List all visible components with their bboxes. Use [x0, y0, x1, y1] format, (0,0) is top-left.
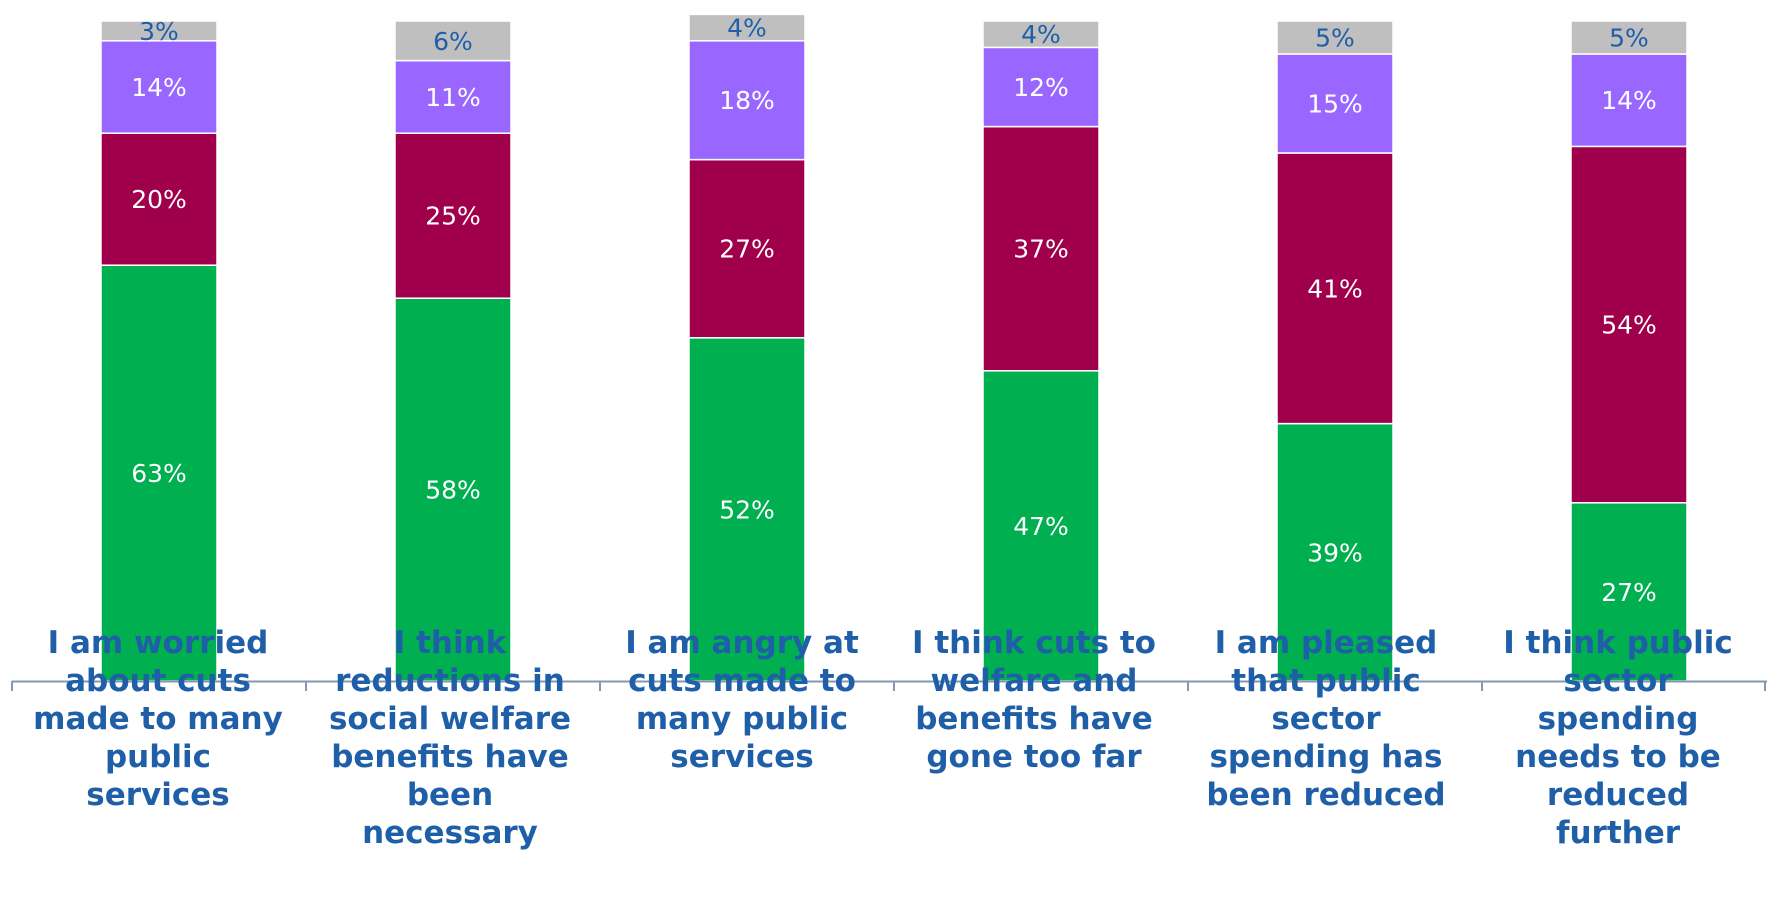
data-label-agree-2: 25%	[425, 202, 481, 231]
category-label-angry-cuts: I am angry at cuts made to many public s…	[625, 625, 859, 775]
data-label-dont-know-6: 5%	[1609, 24, 1649, 53]
data-label-agree-6: 54%	[1601, 311, 1657, 340]
bar-segment-agree-strongly-5	[1276, 422, 1394, 682]
data-label-dont-know-1: 3%	[139, 17, 179, 46]
data-label-agree-5: 41%	[1307, 274, 1363, 303]
data-label-agree-4: 37%	[1013, 235, 1069, 264]
category-label-cuts-too-far: I think cuts to welfare and benefits hav…	[912, 625, 1156, 775]
bar-segment-dont-know-5	[1276, 20, 1394, 55]
data-label-disagree-2: 11%	[425, 83, 481, 112]
bar-segment-agree-strongly-2	[394, 297, 512, 682]
bar-segment-disagree-4	[982, 46, 1100, 128]
bar-segment-dont-know-6	[1570, 20, 1688, 55]
bar-segment-disagree-5	[1276, 53, 1394, 154]
data-label-dont-know-2: 6%	[433, 27, 473, 56]
data-label-disagree-1: 14%	[131, 73, 187, 102]
data-label-dont-know-5: 5%	[1315, 24, 1355, 53]
category-label-reductions-necessary: I think reductions in social welfare ben…	[328, 625, 572, 851]
data-label-disagree-4: 12%	[1013, 73, 1069, 102]
data-label-agree-strongly-6: 27%	[1601, 578, 1657, 607]
bar-segment-agree-5	[1276, 152, 1394, 425]
data-label-agree-3: 27%	[719, 235, 775, 264]
category-label-reduce-further: I think public sector spending needs to …	[1503, 625, 1733, 851]
bar-segment-dont-know-1	[100, 20, 218, 42]
data-label-disagree-3: 18%	[719, 86, 775, 115]
bar-segment-dont-know-4	[982, 20, 1100, 49]
bar-segment-agree-strongly-3	[688, 337, 806, 682]
data-label-disagree-6: 14%	[1601, 86, 1657, 115]
bar-segment-disagree-2	[394, 59, 512, 134]
data-label-agree-strongly-1: 63%	[131, 459, 187, 488]
bar-segment-agree-strongly-1	[100, 264, 218, 682]
data-label-agree-1: 20%	[131, 185, 187, 214]
data-label-agree-strongly-2: 58%	[425, 476, 481, 505]
data-label-dont-know-4: 4%	[1021, 20, 1061, 49]
bar-segment-agree-strongly-4	[982, 370, 1100, 682]
bar-segment-agree-6	[1570, 145, 1688, 504]
bar-segment-dont-know-3	[688, 13, 806, 42]
data-label-agree-strongly-4: 47%	[1013, 512, 1069, 541]
data-label-agree-strongly-5: 39%	[1307, 538, 1363, 567]
bar-segment-dont-know-2	[394, 20, 512, 62]
bar-segment-disagree-3	[688, 40, 806, 161]
bar-segment-disagree-6	[1570, 53, 1688, 148]
data-label-dont-know-3: 4%	[727, 14, 767, 43]
bar-segment-agree-2	[394, 132, 512, 299]
bar-segment-agree-strongly-6	[1570, 502, 1688, 682]
data-label-agree-strongly-3: 52%	[719, 495, 775, 524]
category-label-pleased-reduced: I am pleased that public sector spending…	[1206, 625, 1446, 813]
bar-segment-disagree-1	[100, 40, 218, 134]
bar-segment-agree-3	[688, 158, 806, 339]
bar-segment-agree-4	[982, 125, 1100, 372]
data-label-disagree-5: 15%	[1307, 90, 1363, 119]
category-label-worried-cuts: I am worried about cuts made to many pub…	[33, 625, 283, 813]
